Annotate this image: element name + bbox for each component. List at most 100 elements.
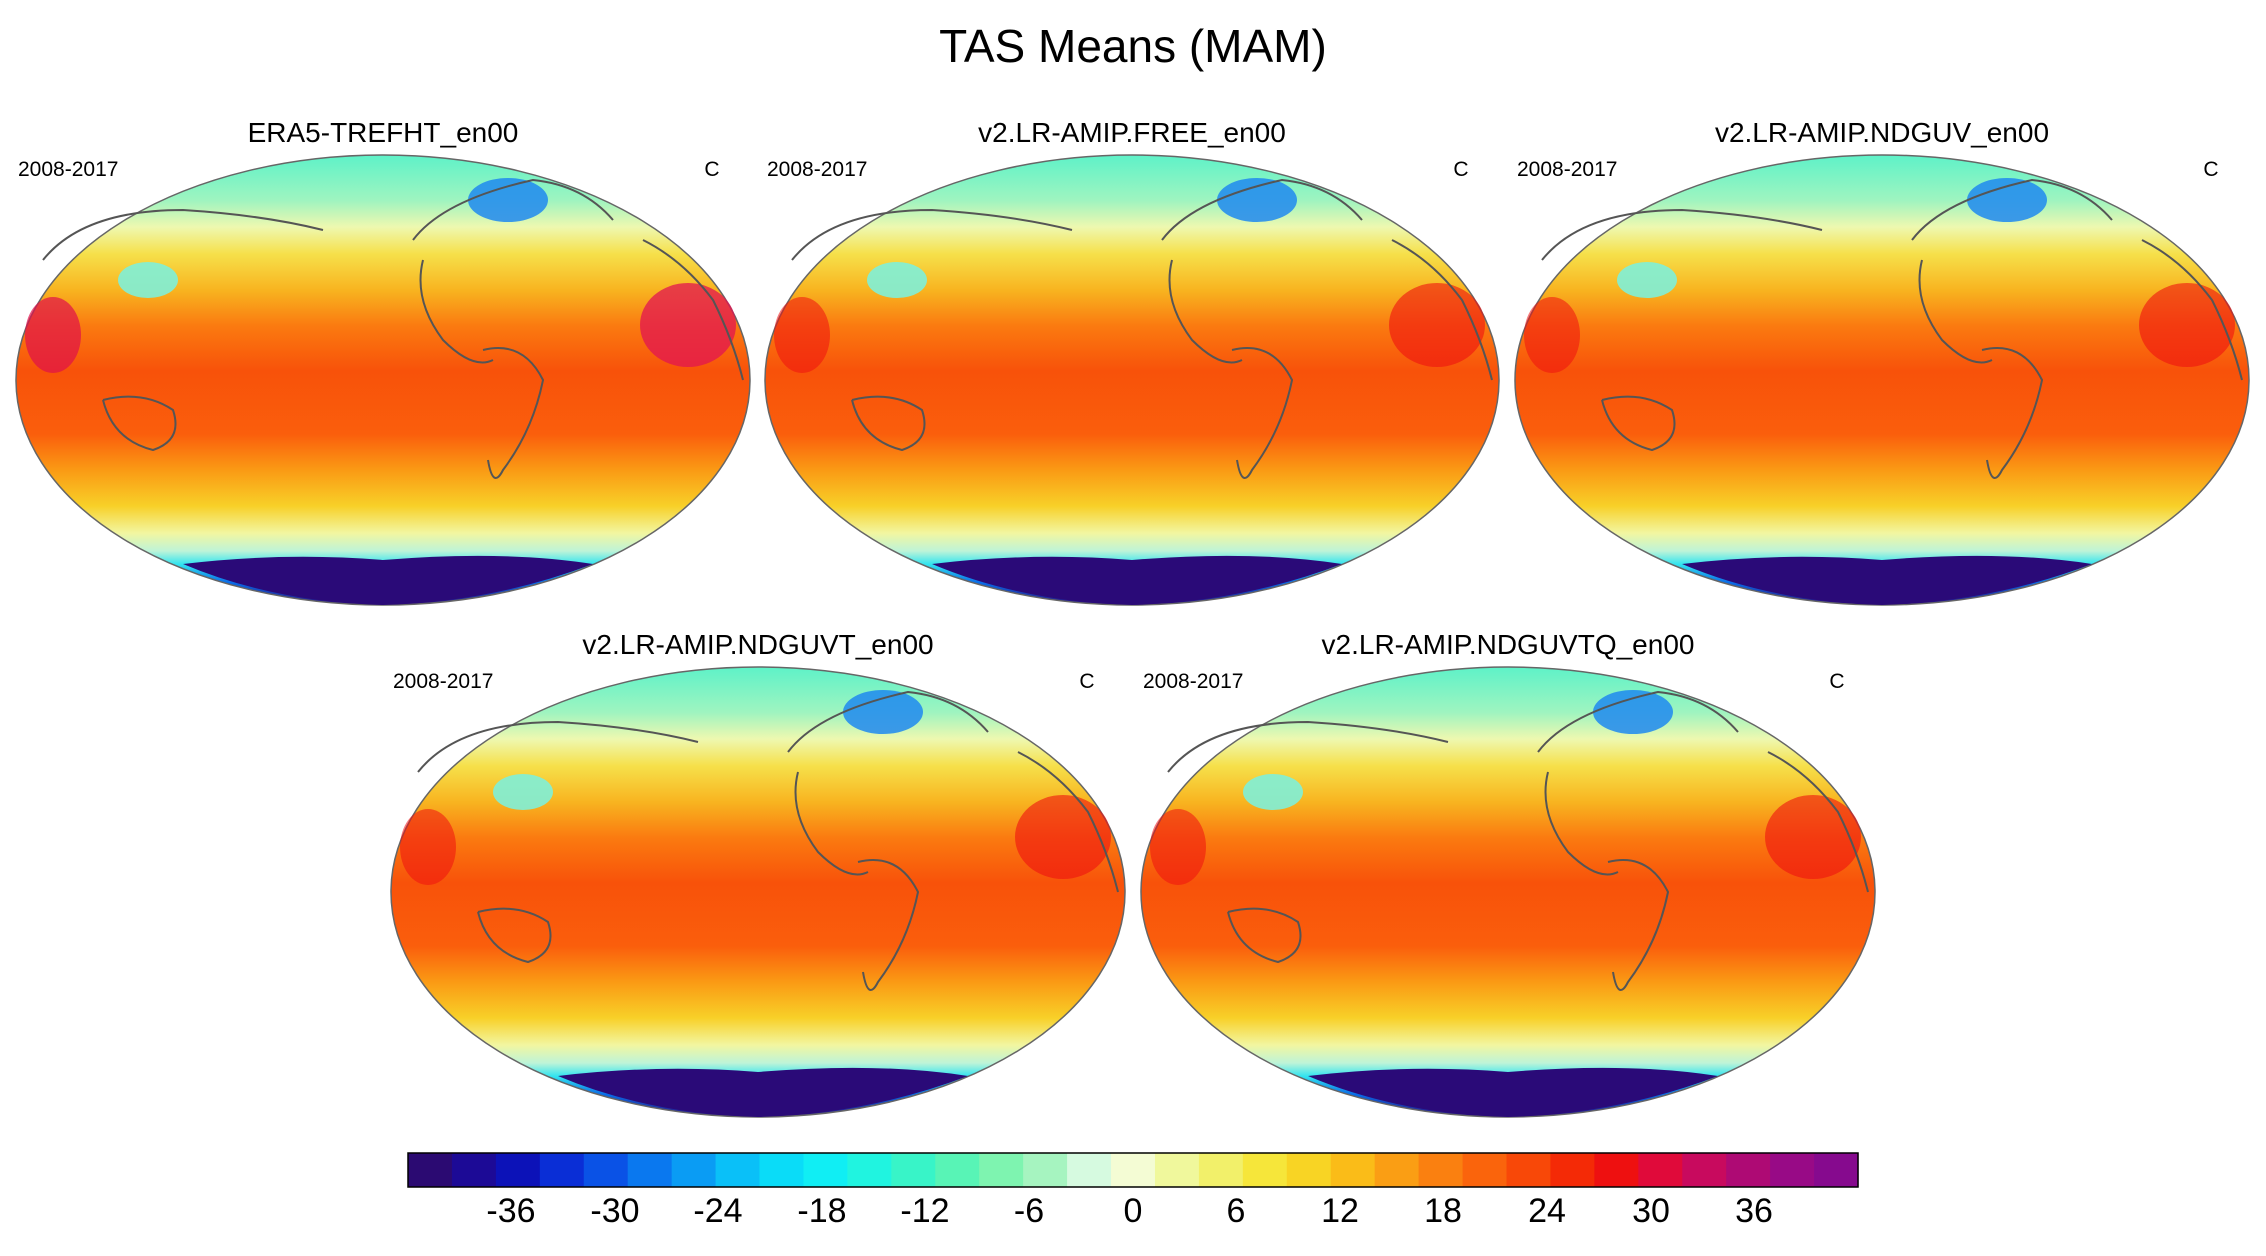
greenland-cold-region bbox=[1593, 690, 1673, 734]
panel-period: 2008-2017 bbox=[1143, 670, 1243, 693]
colorbar-tick-label: 18 bbox=[1424, 1192, 1462, 1230]
colorbar-cell bbox=[847, 1153, 892, 1187]
map-body bbox=[764, 154, 1500, 606]
colorbar-cell bbox=[451, 1153, 497, 1187]
africa-hot-region bbox=[1389, 283, 1485, 367]
map-panel: v2.LR-AMIP.NDGUVTQ_en00 2008-2017 C bbox=[1140, 629, 1876, 1118]
colorbar-tick-label: -12 bbox=[900, 1192, 949, 1230]
colorbar-cell bbox=[1638, 1153, 1683, 1187]
colorbar-cell bbox=[583, 1153, 629, 1187]
coastlines bbox=[417, 690, 1119, 991]
greenland-cold-region bbox=[1217, 178, 1297, 222]
colorbar-cell bbox=[1462, 1153, 1508, 1187]
colorbar-tick-label: 30 bbox=[1632, 1192, 1670, 1230]
map-field bbox=[1140, 666, 1876, 1118]
coastlines bbox=[791, 178, 1493, 479]
colorbar: -36 -30 -24 -18 -12 -6 0 6 12 18 24 30 3… bbox=[407, 1152, 1859, 1230]
colorbar-cell bbox=[1418, 1153, 1464, 1187]
panel-units: C bbox=[1079, 670, 1094, 693]
colorbar-tick-label: 6 bbox=[1227, 1192, 1246, 1230]
colorbar-cell bbox=[1682, 1153, 1727, 1187]
africa-hot-region bbox=[1015, 795, 1111, 879]
panel-period: 2008-2017 bbox=[1517, 158, 1617, 181]
colorbar-cell bbox=[539, 1153, 585, 1187]
colorbar-cell bbox=[715, 1153, 761, 1187]
colorbar-cell bbox=[1814, 1153, 1859, 1187]
map-field bbox=[764, 154, 1500, 606]
antarctica-region bbox=[183, 555, 593, 605]
colorbar-tick-label: -18 bbox=[797, 1192, 846, 1230]
panel-title: v2.LR-AMIP.NDGUVTQ_en00 bbox=[1322, 629, 1695, 660]
coastlines bbox=[1167, 690, 1869, 991]
panel-title: v2.LR-AMIP.FREE_en00 bbox=[978, 117, 1286, 148]
panel-units: C bbox=[704, 158, 719, 181]
map-body bbox=[390, 666, 1126, 1118]
panel-units: C bbox=[2203, 158, 2218, 181]
map-panel: v2.LR-AMIP.NDGUV_en00 2008-2017 C bbox=[1514, 117, 2250, 606]
antarctica-region bbox=[932, 555, 1342, 605]
map-field bbox=[390, 666, 1126, 1118]
panel-period: 2008-2017 bbox=[393, 670, 493, 693]
colorbar-cell bbox=[1154, 1153, 1200, 1187]
colorbar-cell bbox=[495, 1153, 541, 1187]
colorbar-cell bbox=[1023, 1153, 1068, 1187]
panel-title: v2.LR-AMIP.NDGUV_en00 bbox=[1715, 117, 2049, 148]
colorbar-cell bbox=[1770, 1153, 1815, 1187]
colorbar-frame bbox=[407, 1152, 1859, 1188]
colorbar-cell bbox=[627, 1153, 673, 1187]
colorbar-cell bbox=[1242, 1153, 1288, 1187]
colorbar-tick-label: 12 bbox=[1321, 1192, 1359, 1230]
colorbar-cells bbox=[408, 1153, 1859, 1187]
colorbar-cell bbox=[408, 1153, 453, 1187]
tibet-cold-region bbox=[493, 774, 553, 810]
india-hot-region bbox=[1524, 297, 1580, 373]
colorbar-tick-label: 0 bbox=[1124, 1192, 1143, 1230]
colorbar-cell bbox=[1330, 1153, 1376, 1187]
colorbar-cell bbox=[891, 1153, 936, 1187]
india-hot-region bbox=[1150, 809, 1206, 885]
map-panel: v2.LR-AMIP.NDGUVT_en00 2008-2017 C bbox=[390, 629, 1126, 1118]
colorbar-tick-label: -24 bbox=[693, 1192, 742, 1230]
africa-hot-region bbox=[1765, 795, 1861, 879]
panel-period: 2008-2017 bbox=[18, 158, 118, 181]
map-panel: ERA5-TREFHT_en00 2008-2017 C bbox=[15, 117, 751, 606]
panel-period: 2008-2017 bbox=[767, 158, 867, 181]
colorbar-cell bbox=[1726, 1153, 1771, 1187]
antarctica-region bbox=[1682, 555, 2092, 605]
colorbar-cell bbox=[1506, 1153, 1552, 1187]
map-field bbox=[1514, 154, 2250, 606]
africa-hot-region bbox=[2139, 283, 2235, 367]
colorbar-tick-label: 24 bbox=[1528, 1192, 1566, 1230]
colorbar-cell bbox=[1111, 1153, 1156, 1187]
colorbar-cell bbox=[671, 1153, 717, 1187]
colorbar-cell bbox=[935, 1153, 980, 1187]
tibet-cold-region bbox=[118, 262, 178, 298]
antarctica-region bbox=[558, 1067, 968, 1117]
india-hot-region bbox=[25, 297, 81, 373]
tibet-cold-region bbox=[1617, 262, 1677, 298]
figure-title: TAS Means (MAM) bbox=[939, 20, 1327, 72]
panel-units: C bbox=[1453, 158, 1468, 181]
coastlines bbox=[42, 178, 744, 479]
colorbar-tick-label: -6 bbox=[1014, 1192, 1044, 1230]
colorbar-cell bbox=[1198, 1153, 1244, 1187]
colorbar-tick-label: 36 bbox=[1735, 1192, 1773, 1230]
colorbar-cell bbox=[979, 1153, 1024, 1187]
greenland-cold-region bbox=[843, 690, 923, 734]
colorbar-cell bbox=[1550, 1153, 1595, 1187]
india-hot-region bbox=[400, 809, 456, 885]
map-panel: v2.LR-AMIP.FREE_en00 2008-2017 C bbox=[764, 117, 1500, 606]
tibet-cold-region bbox=[1243, 774, 1303, 810]
panel-units: C bbox=[1829, 670, 1844, 693]
greenland-cold-region bbox=[1967, 178, 2047, 222]
greenland-cold-region bbox=[468, 178, 548, 222]
colorbar-cell bbox=[1374, 1153, 1420, 1187]
map-field bbox=[15, 154, 751, 606]
map-body bbox=[1514, 154, 2250, 606]
map-body bbox=[15, 154, 751, 606]
panel-title: ERA5-TREFHT_en00 bbox=[248, 117, 519, 148]
colorbar-cell bbox=[759, 1153, 805, 1187]
colorbar-tick-label: -30 bbox=[590, 1192, 639, 1230]
colorbar-cell bbox=[1067, 1153, 1112, 1187]
